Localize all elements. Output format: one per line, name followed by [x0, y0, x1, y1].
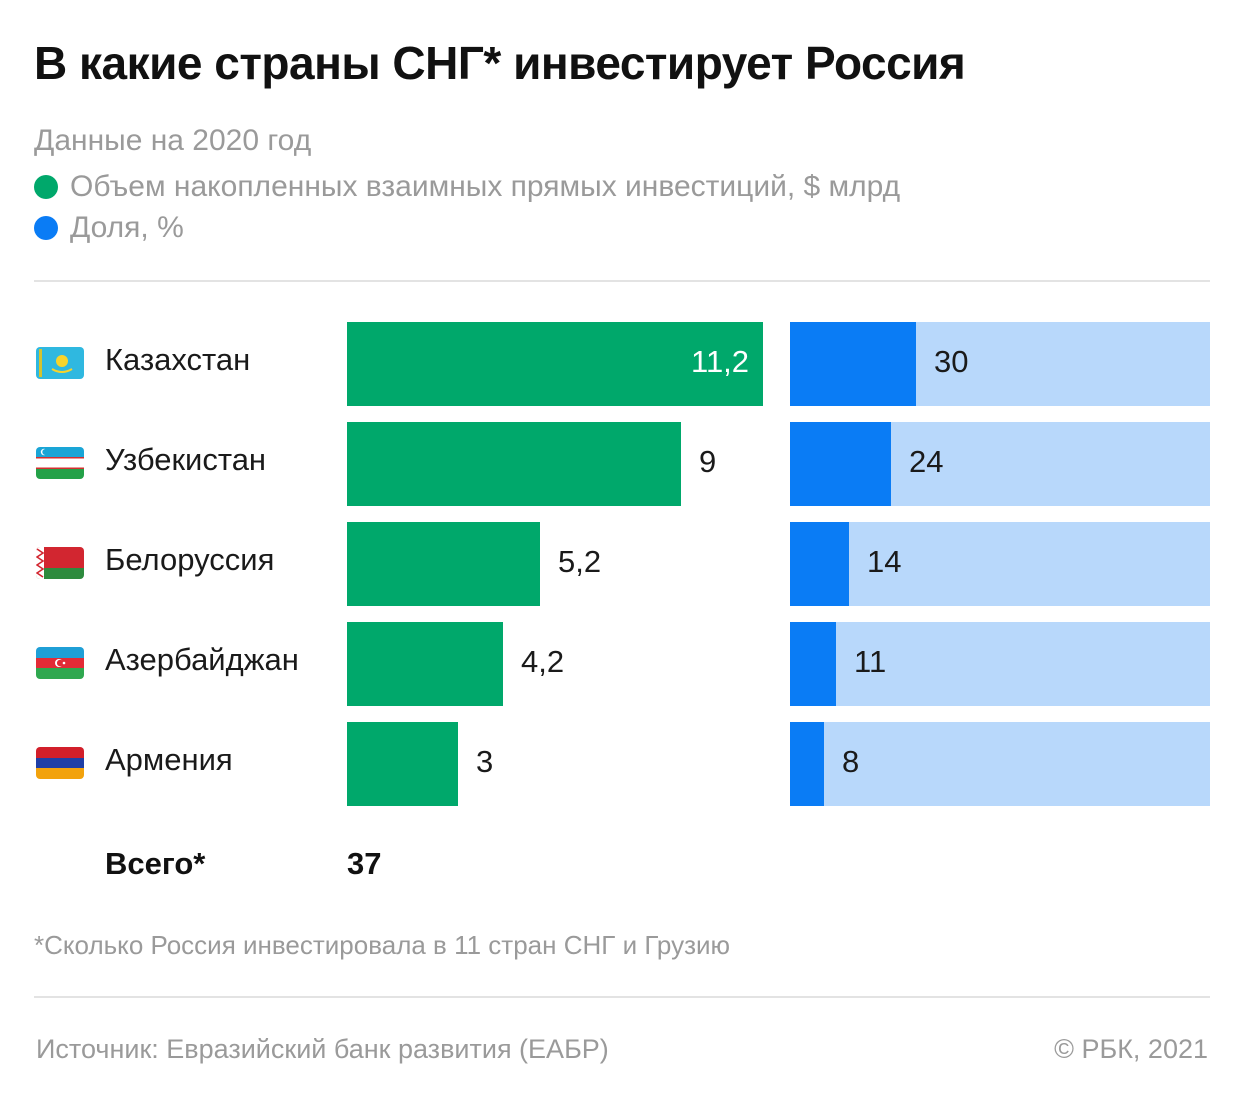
chart-subtitle: Данные на 2020 год: [34, 124, 312, 157]
volume-value-label: 3: [476, 744, 494, 779]
legend-label-volume: Объем накопленных взаимных прямых инвест…: [70, 170, 901, 203]
total-label: Всего*: [105, 846, 206, 881]
share-bar: [790, 322, 916, 406]
share-value-label: 11: [854, 644, 887, 679]
uzbekistan-flag-icon: [36, 447, 84, 479]
armenia-flag-icon: [36, 747, 84, 779]
share-bar: [790, 522, 849, 606]
share-bar: [790, 722, 824, 806]
legend-item-volume: Объем накопленных взаимных прямых инвест…: [34, 170, 900, 204]
country-label: Азербайджан: [105, 642, 299, 677]
azerbaijan-flag-icon: [36, 647, 84, 679]
legend-label-share: Доля, %: [70, 211, 184, 244]
legend-item-share: Доля, %: [34, 211, 184, 245]
copyright-text: © РБК, 2021: [1054, 1034, 1208, 1064]
volume-value-label: 11,2: [691, 344, 750, 379]
volume-bar: [347, 522, 540, 606]
bottom-divider: [34, 996, 1210, 998]
volume-bar: [347, 722, 458, 806]
kazakhstan-flag-icon: [36, 347, 84, 379]
country-label: Казахстан: [105, 342, 251, 377]
belarus-flag-icon: [36, 547, 84, 579]
volume-value-label: 4,2: [521, 644, 565, 679]
total-value: 37: [347, 846, 382, 881]
share-track: [790, 522, 1210, 606]
share-track: [790, 622, 1210, 706]
share-bar: [790, 422, 891, 506]
chart-row: Казахстан 11,2 30: [0, 322, 1240, 406]
share-value-label: 30: [934, 344, 969, 379]
country-label: Белоруссия: [105, 542, 275, 577]
blue-dot-icon: [34, 216, 58, 240]
chart-row: Армения 3 8: [0, 722, 1240, 806]
volume-bar: [347, 422, 681, 506]
share-value-label: 24: [909, 444, 944, 479]
share-bar: [790, 622, 836, 706]
chart-row: Белоруссия 5,2 14: [0, 522, 1240, 606]
chart-row: Азербайджан 4,2 11: [0, 622, 1240, 706]
volume-value-label: 5,2: [558, 544, 602, 579]
top-divider: [34, 280, 1210, 282]
chart-title: В какие страны СНГ* инвестирует Россия: [34, 37, 966, 89]
share-track: [790, 722, 1210, 806]
green-dot-icon: [34, 175, 58, 199]
share-value-label: 8: [842, 744, 860, 779]
country-label: Узбекистан: [105, 442, 267, 477]
country-label: Армения: [105, 742, 233, 777]
footnote: *Сколько Россия инвестировала в 11 стран…: [34, 930, 731, 960]
source-text: Источник: Евразийский банк развития (ЕАБ…: [36, 1034, 609, 1064]
share-value-label: 14: [867, 544, 902, 579]
volume-bar: [347, 322, 763, 406]
volume-bar: [347, 622, 503, 706]
chart-row: Узбекистан 9 24: [0, 422, 1240, 506]
volume-value-label: 9: [699, 444, 717, 479]
